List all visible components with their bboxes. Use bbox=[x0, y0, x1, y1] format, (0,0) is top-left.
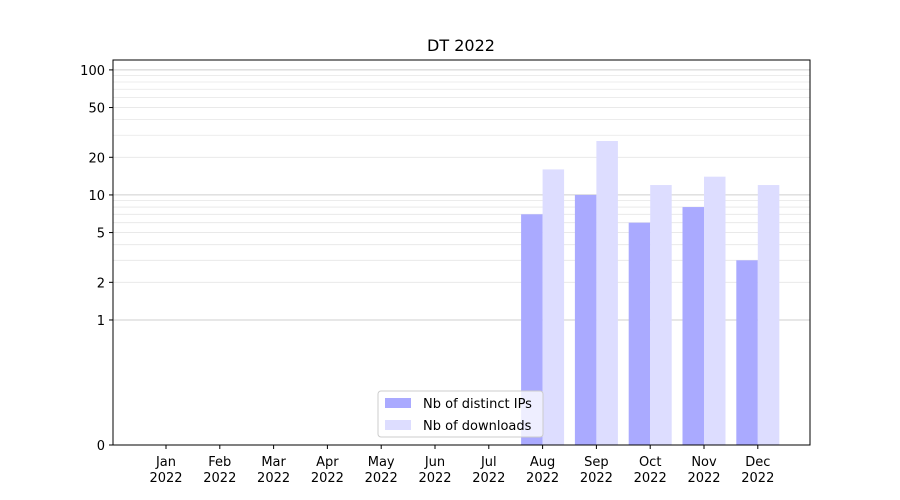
x-tick-year: 2022 bbox=[472, 471, 505, 486]
bar-distinct-ips bbox=[574, 194, 597, 445]
bar-downloads bbox=[596, 140, 618, 445]
x-tick-year: 2022 bbox=[741, 471, 774, 486]
x-tick-year: 2022 bbox=[418, 471, 451, 486]
x-tick-month: Jun bbox=[424, 455, 445, 470]
x-tick-month: Apr bbox=[316, 455, 339, 470]
y-tick-label: 2 bbox=[97, 276, 105, 291]
x-tick-month: Jan bbox=[155, 455, 176, 470]
legend-label-downloads: Nb of downloads bbox=[423, 419, 532, 434]
legend: Nb of distinct IPs Nb of downloads bbox=[377, 390, 544, 438]
x-tick-month: Sep bbox=[584, 455, 609, 470]
bar-downloads bbox=[704, 176, 726, 445]
bar-downloads bbox=[650, 185, 672, 445]
x-tick-year: 2022 bbox=[687, 471, 720, 486]
x-tick-month: Mar bbox=[261, 455, 286, 470]
x-tick-year: 2022 bbox=[634, 471, 667, 486]
bar-distinct-ips bbox=[628, 222, 651, 445]
y-tick-label: 100 bbox=[80, 64, 105, 79]
x-tick-year: 2022 bbox=[526, 471, 559, 486]
x-tick-month: Dec bbox=[745, 455, 770, 470]
x-axis: Jan2022Feb2022Mar2022Apr2022May2022Jun20… bbox=[149, 445, 774, 486]
y-tick-label: 0 bbox=[97, 439, 105, 454]
bar-distinct-ips bbox=[682, 207, 704, 445]
x-tick-month: Feb bbox=[208, 455, 231, 470]
x-tick-year: 2022 bbox=[365, 471, 398, 486]
y-tick-label: 1 bbox=[97, 314, 105, 329]
legend-swatch-downloads bbox=[385, 420, 411, 430]
chart-title: DT 2022 bbox=[427, 36, 495, 55]
x-tick-month: Jul bbox=[480, 455, 497, 470]
x-tick-year: 2022 bbox=[149, 471, 182, 486]
x-tick-year: 2022 bbox=[203, 471, 236, 486]
bar-distinct-ips bbox=[521, 214, 543, 445]
x-tick-month: Aug bbox=[530, 455, 555, 470]
y-tick-label: 50 bbox=[88, 102, 105, 117]
x-tick-year: 2022 bbox=[257, 471, 290, 486]
bars bbox=[521, 140, 780, 445]
x-tick-year: 2022 bbox=[580, 471, 613, 486]
legend-frame bbox=[377, 390, 544, 438]
y-tick-label: 5 bbox=[97, 227, 105, 242]
x-tick-month: Nov bbox=[691, 455, 717, 470]
y-axis: 0 1 2 5 10 20 50 100 bbox=[80, 64, 113, 454]
y-tick-label: 20 bbox=[88, 151, 105, 166]
plot-frame bbox=[112, 59, 811, 446]
grid bbox=[113, 69, 810, 321]
x-tick-month: May bbox=[368, 455, 395, 470]
bar-downloads bbox=[757, 185, 780, 445]
legend-swatch-distinct-ips bbox=[385, 398, 411, 408]
bar-downloads bbox=[542, 169, 565, 445]
legend-label-distinct-ips: Nb of distinct IPs bbox=[423, 397, 532, 412]
bar-distinct-ips bbox=[736, 260, 758, 445]
x-tick-year: 2022 bbox=[311, 471, 344, 486]
x-tick-month: Oct bbox=[639, 455, 661, 470]
y-tick-label: 10 bbox=[88, 189, 105, 204]
